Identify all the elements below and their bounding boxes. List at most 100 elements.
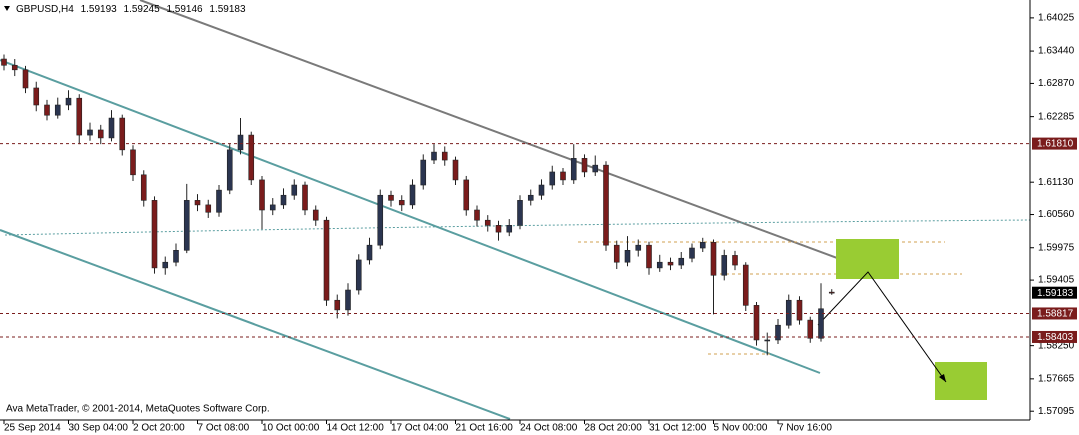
projection-arrow bbox=[817, 271, 947, 383]
x-tick-label: 5 Nov 00:00 bbox=[714, 423, 768, 434]
candle-body bbox=[570, 158, 577, 181]
price-box-label: 1.59183 bbox=[1037, 288, 1074, 299]
candle-body bbox=[699, 242, 706, 249]
candle-body bbox=[162, 261, 169, 269]
y-tick-label: 1.63440 bbox=[1038, 46, 1075, 57]
candle-body bbox=[291, 184, 298, 196]
symbol: GBPUSD,H4 bbox=[16, 4, 74, 15]
candle-body bbox=[818, 308, 824, 339]
candle-body bbox=[355, 259, 362, 291]
y-tick-label: 1.57095 bbox=[1038, 406, 1075, 417]
high: 1.59245 bbox=[124, 4, 161, 15]
candle-body bbox=[366, 244, 373, 261]
candle-body bbox=[495, 225, 502, 233]
x-tick-label: 24 Oct 08:00 bbox=[520, 423, 578, 434]
candle-body bbox=[560, 171, 566, 181]
price-box bbox=[1032, 330, 1077, 343]
candle-body bbox=[248, 134, 255, 181]
candle-body bbox=[581, 158, 588, 173]
channel-upper bbox=[0, 59, 821, 374]
y-tick-label: 1.57665 bbox=[1038, 373, 1075, 384]
candle-body bbox=[33, 87, 40, 106]
y-tick-label: 1.60560 bbox=[1038, 209, 1075, 220]
candle-body bbox=[334, 299, 341, 311]
candle-body bbox=[130, 149, 136, 176]
menu-icon[interactable] bbox=[4, 6, 10, 11]
candle-body bbox=[65, 97, 72, 106]
y-tick-label: 1.61130 bbox=[1038, 177, 1074, 188]
candle-body bbox=[667, 261, 674, 266]
candle-body bbox=[764, 339, 771, 342]
candle-body bbox=[549, 171, 556, 186]
candle-body bbox=[302, 184, 308, 211]
candle-body bbox=[345, 289, 351, 311]
candle-body bbox=[183, 200, 190, 251]
candle-body bbox=[398, 200, 405, 206]
candle-body bbox=[785, 299, 792, 326]
candle-body bbox=[97, 129, 104, 139]
candle-body bbox=[76, 97, 83, 136]
candle-body bbox=[613, 244, 620, 263]
candle-body bbox=[828, 291, 835, 294]
footer: Ava MetaTrader, © 2001-2014, MetaQuotes … bbox=[6, 404, 270, 415]
low: 1.59146 bbox=[166, 4, 203, 15]
chart-header: GBPUSD,H4 1.59193 1.59245 1.59146 1.5918… bbox=[16, 4, 246, 15]
candle-body bbox=[323, 219, 330, 301]
candle-body bbox=[431, 151, 437, 161]
x-tick-label: 7 Oct 08:00 bbox=[198, 423, 250, 434]
candle-body bbox=[452, 159, 459, 181]
candle-body bbox=[11, 64, 18, 71]
price-box bbox=[1032, 307, 1077, 320]
x-tick-label: 30 Sep 04:00 bbox=[69, 423, 129, 434]
candle-body bbox=[517, 200, 523, 226]
candle-body bbox=[237, 134, 244, 151]
candle-body bbox=[474, 209, 480, 221]
candle-body bbox=[312, 209, 319, 221]
y-tick-label: 1.59405 bbox=[1038, 275, 1075, 286]
candle-body bbox=[603, 164, 609, 246]
candle-body bbox=[796, 299, 803, 321]
trendline bbox=[139, 0, 857, 266]
candle-body bbox=[1, 58, 7, 66]
candle-body bbox=[269, 204, 276, 211]
candle-body bbox=[22, 69, 29, 89]
close: 1.59183 bbox=[209, 4, 246, 15]
price-box-label: 1.61810 bbox=[1037, 139, 1074, 150]
candle-body bbox=[689, 247, 695, 259]
y-tick-label: 1.62285 bbox=[1038, 111, 1075, 122]
y-tick-label: 1.58250 bbox=[1038, 340, 1075, 351]
x-tick-label: 25 Sep 2014 bbox=[4, 423, 61, 434]
candle-body bbox=[624, 249, 631, 263]
candle-body bbox=[173, 249, 179, 263]
candle-body bbox=[87, 129, 93, 136]
candle-body bbox=[377, 194, 384, 246]
candle-body bbox=[710, 242, 717, 276]
candle-body bbox=[388, 194, 394, 201]
candle-body bbox=[409, 184, 416, 206]
y-tick-label: 1.64025 bbox=[1038, 13, 1075, 24]
candle-body bbox=[592, 164, 599, 173]
candle-body bbox=[259, 179, 265, 211]
candle-body bbox=[506, 225, 513, 233]
candle-body bbox=[775, 324, 781, 341]
candle-body bbox=[635, 244, 642, 251]
price-box bbox=[1032, 286, 1077, 299]
x-tick-label: 10 Oct 00:00 bbox=[262, 423, 320, 434]
candle-body bbox=[216, 189, 222, 213]
x-tick-label: 14 Oct 12:00 bbox=[327, 423, 385, 434]
candle-body bbox=[484, 219, 491, 226]
dotted-line bbox=[4, 219, 1031, 236]
candle-body bbox=[527, 194, 534, 201]
candle-body bbox=[538, 184, 545, 196]
candle-body bbox=[646, 244, 652, 269]
candle-body bbox=[205, 204, 212, 213]
x-tick-label: 21 Oct 16:00 bbox=[456, 423, 514, 434]
target-zone bbox=[935, 362, 987, 400]
candle-body bbox=[54, 104, 61, 116]
candle-body bbox=[151, 200, 158, 269]
x-tick-label: 2 Oct 20:00 bbox=[133, 423, 185, 434]
candle-body bbox=[742, 264, 749, 306]
arrow-head bbox=[939, 374, 946, 382]
candle-body bbox=[807, 319, 814, 339]
